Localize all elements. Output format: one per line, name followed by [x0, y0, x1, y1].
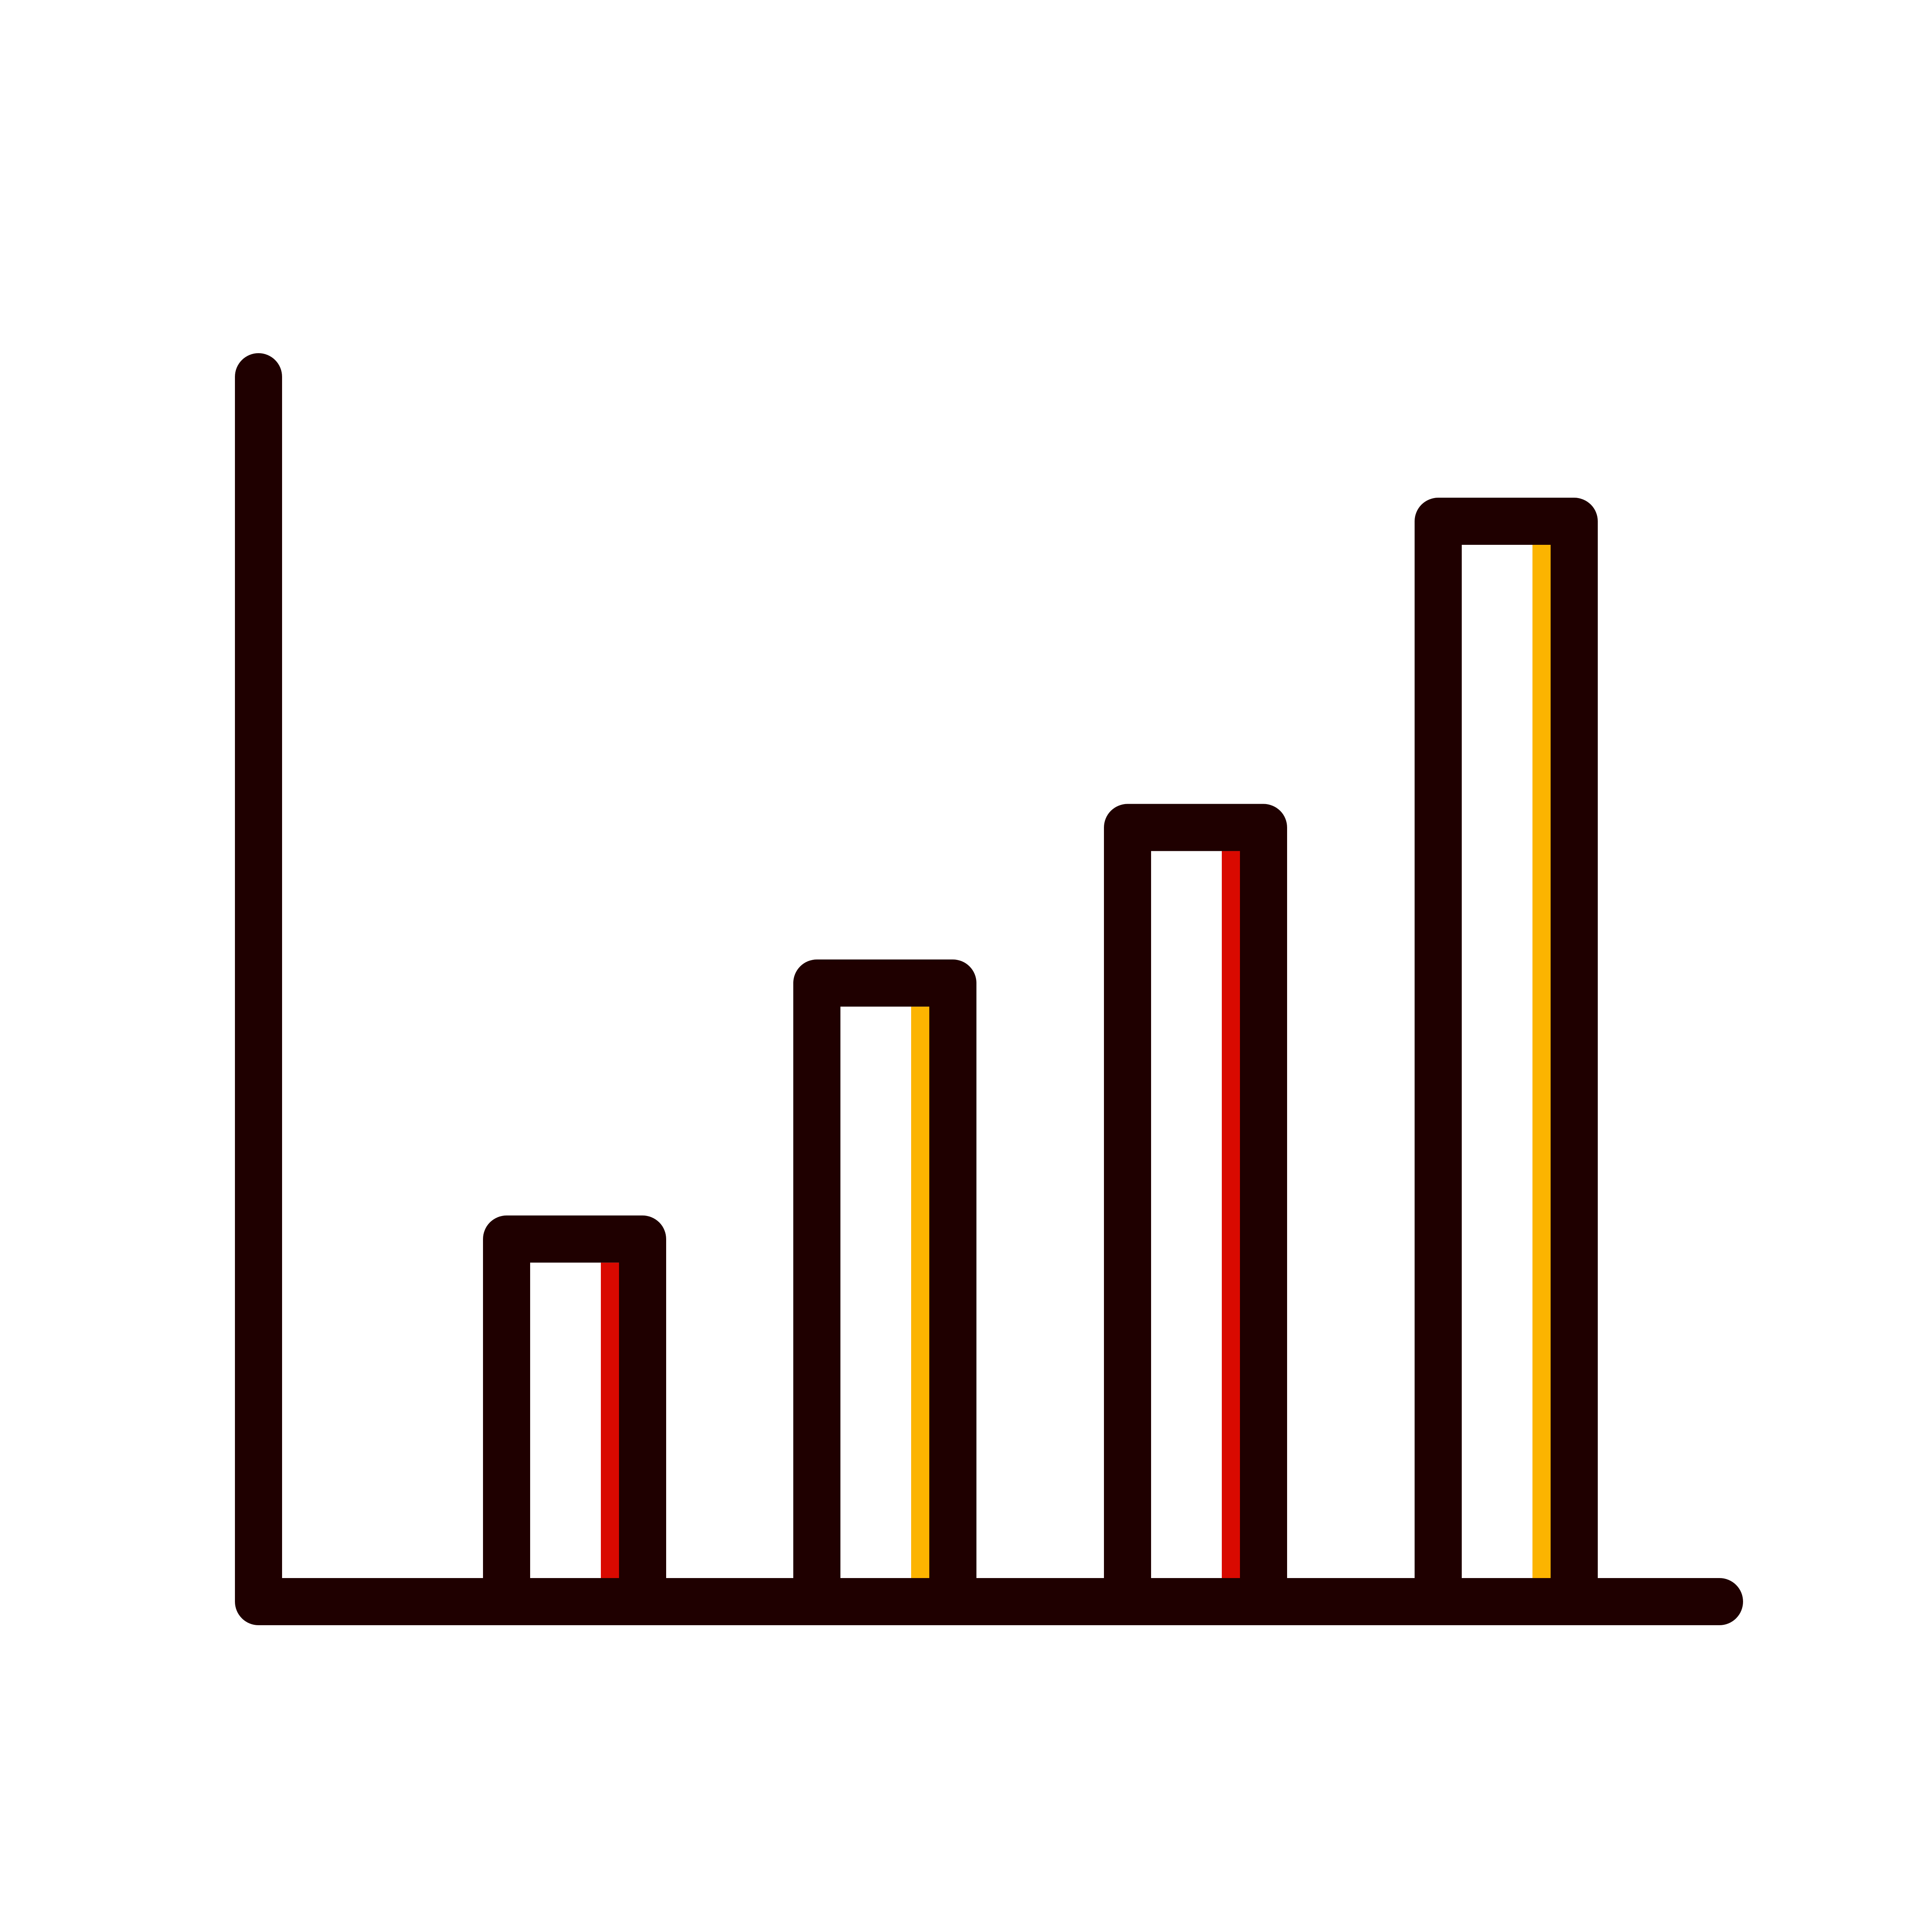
- bar-2-outline: [793, 959, 976, 1602]
- bar-3-outline: [1104, 804, 1287, 1602]
- bar-4: [1415, 498, 1598, 1602]
- bar-1-outline: [483, 1215, 666, 1602]
- bar-2: [793, 959, 976, 1602]
- axis-lines: [235, 353, 1743, 1625]
- bar-1: [483, 1215, 666, 1602]
- axes: [235, 353, 1743, 1625]
- bars: [483, 498, 1598, 1602]
- bar-3: [1104, 804, 1287, 1602]
- bar-4-outline: [1415, 498, 1598, 1602]
